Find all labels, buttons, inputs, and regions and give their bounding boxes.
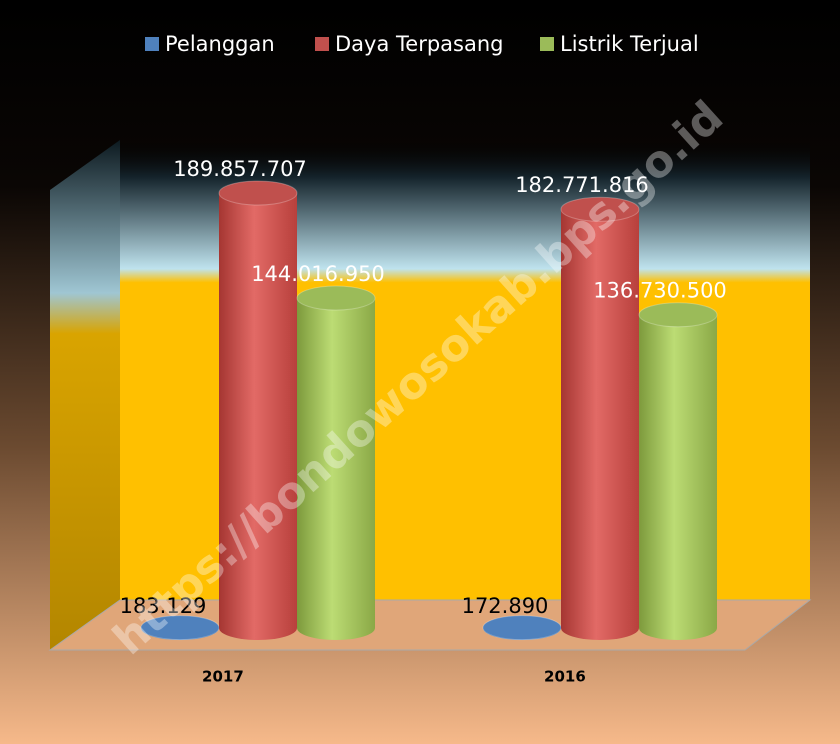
legend-label: Daya Terpasang <box>335 32 503 56</box>
data-label: 189.857.707 <box>173 157 307 181</box>
bar <box>561 209 639 629</box>
legend-swatch <box>540 37 554 51</box>
legend-label: Listrik Terjual <box>560 32 699 56</box>
bar <box>639 314 717 628</box>
cylinder-top <box>482 615 562 641</box>
cylinder-top <box>638 302 718 328</box>
data-label: 183.129 <box>120 594 207 618</box>
x-tick-label: 2016 <box>544 668 586 686</box>
data-label: 182.771.816 <box>515 173 649 197</box>
x-tick-label: 2017 <box>202 668 244 686</box>
data-label: 172.890 <box>462 594 549 618</box>
plot: 2017 183.129 189.857.707 144.016.950 2016 172… <box>120 157 727 686</box>
cylinder-top <box>560 196 640 222</box>
legend-label: Pelanggan <box>165 32 275 56</box>
cylinder-top <box>296 285 376 311</box>
legend-swatch <box>145 37 159 51</box>
bar <box>297 298 375 628</box>
cylinder-top <box>218 180 298 206</box>
data-label: 144.016.950 <box>251 262 385 286</box>
side-wall <box>50 140 120 650</box>
data-label: 136.730.500 <box>593 279 727 303</box>
bar <box>219 193 297 628</box>
legend-swatch <box>315 37 329 51</box>
